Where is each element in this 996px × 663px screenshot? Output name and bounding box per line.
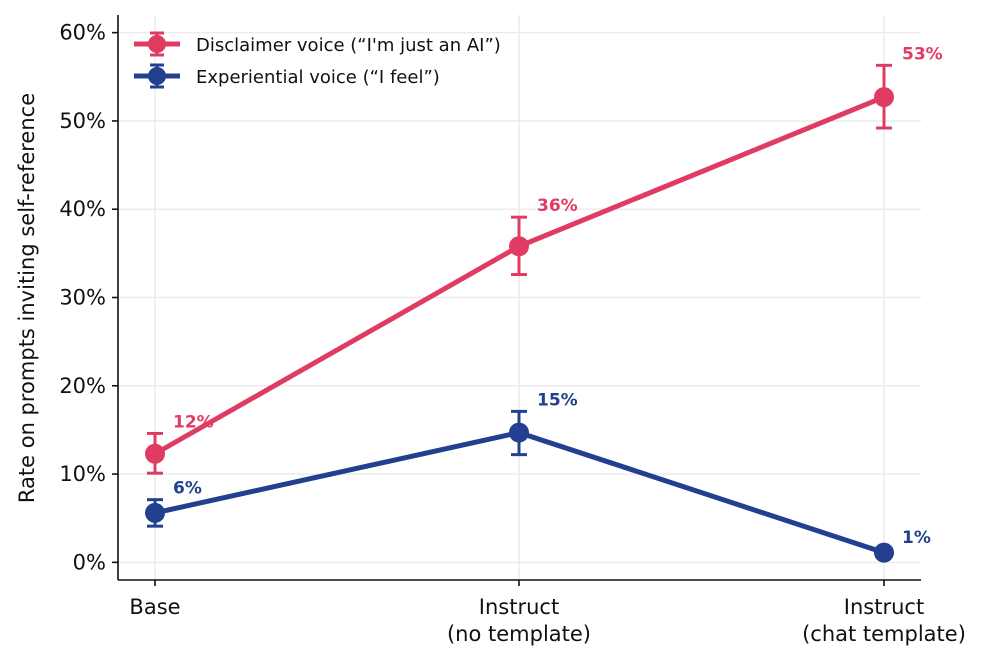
data-point [145, 443, 165, 464]
data-label: 36% [537, 196, 578, 216]
legend-entry-1: Experiential voice (“I feel”) [134, 63, 440, 89]
x-tick-label: Base [129, 595, 180, 619]
data-labels: 12% 36% 53% 6% 15% 1% [173, 44, 943, 548]
data-point [145, 502, 165, 523]
y-axis-title: Rate on prompts inviting self-reference [15, 93, 39, 503]
data-label: 15% [537, 390, 578, 410]
y-tick-label: 20% [59, 374, 106, 398]
data-label: 6% [173, 479, 202, 499]
data-point [509, 236, 529, 257]
data-point [874, 87, 894, 108]
data-point [509, 422, 529, 443]
legend-entry-0: Disclaimer voice (“I'm just an AI”) [134, 31, 501, 57]
series-layer [145, 63, 894, 563]
data-label: 12% [173, 412, 214, 432]
y-tick-label: 60% [59, 21, 106, 45]
data-point [874, 542, 894, 563]
y-tick-label: 0% [73, 550, 106, 574]
y-tick-label: 10% [59, 462, 106, 486]
x-tick-label: Instruct [844, 595, 924, 619]
series-1 [145, 409, 894, 563]
x-tick-label: (no template) [447, 622, 591, 646]
series-0 [145, 63, 894, 475]
y-tick-label: 30% [59, 286, 106, 310]
axes: 0% 10% 20% 30% 40% 50% 60% Base Instruct (no temp… [59, 15, 966, 646]
x-tick-label: Instruct [479, 595, 559, 619]
legend-marker [148, 35, 166, 53]
y-tick-label: 50% [59, 109, 106, 133]
legend: Disclaimer voice (“I'm just an AI”) Exper… [134, 31, 501, 89]
y-tick-label: 40% [59, 197, 106, 221]
grid [118, 15, 921, 580]
x-tick-label: (chat template) [802, 622, 966, 646]
legend-label: Experiential voice (“I feel”) [196, 67, 440, 88]
legend-label: Disclaimer voice (“I'm just an AI”) [196, 35, 501, 56]
data-label: 53% [902, 44, 943, 64]
legend-marker [148, 67, 166, 85]
data-label: 1% [902, 528, 931, 548]
